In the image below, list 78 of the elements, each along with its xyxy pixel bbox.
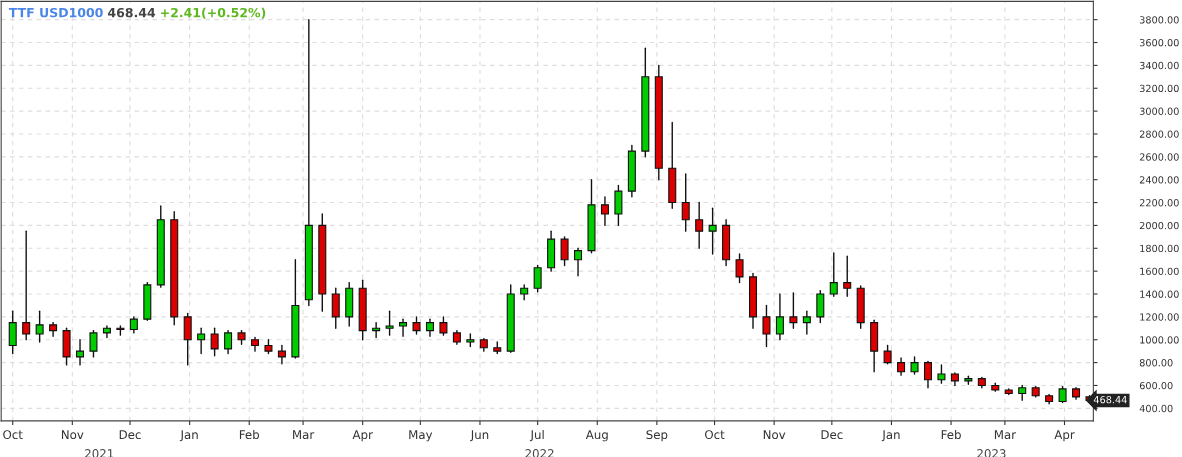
candlestick xyxy=(937,364,946,384)
y-tick-label: 400.00 xyxy=(1139,404,1173,413)
x-tick-label: Jan xyxy=(881,430,900,442)
candlestick xyxy=(762,304,771,348)
candlestick xyxy=(695,201,704,249)
candlestick xyxy=(816,289,825,324)
x-tick-label: Apr xyxy=(352,430,373,442)
y-tick-label: 3200.00 xyxy=(1139,84,1179,93)
candlestick xyxy=(614,184,623,227)
candlestick xyxy=(385,310,394,336)
x-tick-label: Feb xyxy=(941,429,961,440)
chart-subtitle: 468.44 xyxy=(108,7,156,18)
candlestick xyxy=(600,196,609,227)
candlestick xyxy=(8,310,17,355)
y-tick-label: 600.00 xyxy=(1139,381,1173,390)
candlestick xyxy=(89,329,98,358)
x-tick-label: Dec xyxy=(821,430,843,440)
candlestick xyxy=(183,312,192,366)
x-tick-label: Mar xyxy=(293,430,315,440)
y-tick-label: 1600.00 xyxy=(1140,267,1179,275)
candlestick xyxy=(560,236,569,267)
candlestick xyxy=(399,318,408,338)
y-tick-label: 1800.00 xyxy=(1140,244,1179,253)
candlestick xyxy=(775,293,784,341)
x2-tick-label: 2022 xyxy=(525,449,554,457)
annotation: +2.41(+0.52%) xyxy=(161,7,266,19)
candlestick xyxy=(22,230,31,341)
candlestick xyxy=(681,173,690,232)
y-tick-label: 1000.00 xyxy=(1140,336,1179,344)
candlestick xyxy=(439,316,448,336)
x-tick-label: Oct xyxy=(705,430,725,440)
candlestick xyxy=(533,264,542,293)
x-tick-label: May xyxy=(409,430,433,442)
y-tick-label: 2800.00 xyxy=(1139,130,1179,138)
candlestick xyxy=(277,344,286,365)
x-tick-label: Apr xyxy=(1054,430,1075,442)
x-tick-label: Jul xyxy=(529,429,544,442)
candlestick xyxy=(735,253,744,284)
candlestick xyxy=(574,247,583,277)
x-tick-label: Nov xyxy=(763,430,786,440)
x2-tick-label: 2023 xyxy=(977,449,1006,457)
x-tick-label: Aug xyxy=(585,430,608,442)
x2-tick-label: 2021 xyxy=(85,449,114,457)
y-tick-label: 3600.00 xyxy=(1139,39,1179,47)
x-tick-label: Dec xyxy=(119,430,141,440)
x-tick-label: Nov xyxy=(61,430,84,440)
x-tick-label: Mar xyxy=(994,430,1017,440)
candlestick xyxy=(789,292,798,329)
y-tick-label: 1400.00 xyxy=(1140,290,1179,298)
candlestick xyxy=(843,255,852,297)
candlestick xyxy=(224,329,233,355)
x-tick-label: Jun xyxy=(470,430,489,442)
candlestick xyxy=(35,310,44,343)
candlestick xyxy=(210,327,219,357)
y-tick-label: 3400.00 xyxy=(1139,61,1179,70)
candlestick xyxy=(883,344,892,365)
candlestick xyxy=(372,321,381,339)
candlestick xyxy=(76,339,85,366)
annotation: 468.44 xyxy=(1093,395,1127,404)
x-tick-label: Sep xyxy=(646,430,668,442)
candlestick xyxy=(708,207,717,255)
x-tick-label: Oct xyxy=(3,430,23,440)
candlestick xyxy=(802,310,811,335)
y-tick-label: 2200.00 xyxy=(1139,199,1179,207)
y-tick-label: 1200.00 xyxy=(1140,313,1179,321)
chart-title: TTF USD1000 xyxy=(8,7,103,18)
y-tick-label: 2000.00 xyxy=(1139,221,1179,230)
y-tick-label: 3000.00 xyxy=(1139,107,1179,115)
y-tick-label: 3800.00 xyxy=(1139,16,1179,24)
y-tick-label: 800.00 xyxy=(1139,359,1173,367)
y-tick-label: 2400.00 xyxy=(1139,176,1179,184)
y-tick-label: 2600.00 xyxy=(1139,153,1179,161)
candlestick xyxy=(923,360,933,389)
candlestick xyxy=(331,287,340,329)
candlestick xyxy=(197,327,206,355)
candlestick xyxy=(829,252,838,297)
x-tick-label: Feb xyxy=(239,429,260,440)
x-tick-label: Jan xyxy=(179,430,198,442)
